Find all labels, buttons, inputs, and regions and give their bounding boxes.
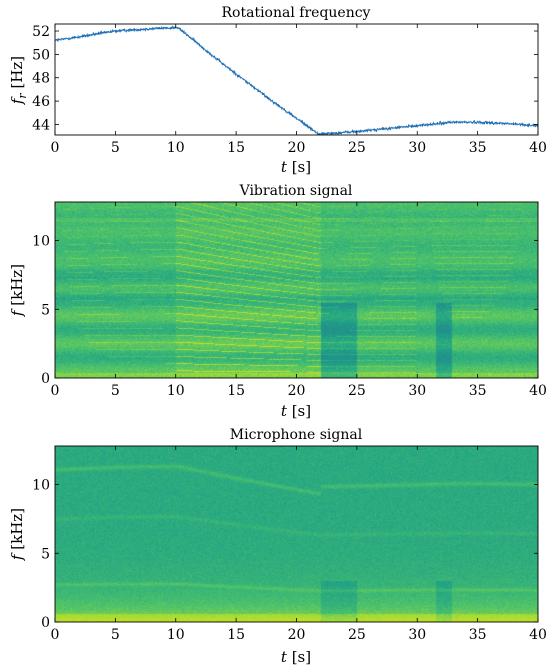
vibration-xtick-label: 5 xyxy=(111,383,120,399)
top-xtick-label: 15 xyxy=(227,140,245,156)
microphone-heatmap xyxy=(55,446,538,622)
top-xtick-label: 10 xyxy=(167,140,185,156)
vibration-ytick-label: 5 xyxy=(41,302,50,318)
microphone-xtick-label: 40 xyxy=(529,627,547,643)
microphone-xtick-label: 5 xyxy=(111,627,120,643)
vibration-xtick-label: 10 xyxy=(167,383,185,399)
rotational-frequency-series xyxy=(55,25,538,135)
top-ytick-label: 48 xyxy=(32,71,50,87)
x-axis-label-vibration: t [s] xyxy=(281,402,311,420)
x-axis-label-microphone: t [s] xyxy=(281,648,311,666)
chart-title-vibration: Vibration signal xyxy=(239,183,353,199)
y-axis-label-top: fr [Hz] xyxy=(8,56,29,105)
microphone-ytick-label: 0 xyxy=(41,615,50,631)
top-xtick-label: 30 xyxy=(408,140,426,156)
x-axis-label-top: t [s] xyxy=(281,158,311,176)
vibration-xtick-label: 15 xyxy=(227,383,245,399)
microphone-xtick-label: 25 xyxy=(348,627,366,643)
microphone-xtick-label: 15 xyxy=(227,627,245,643)
y-axis-label-microphone: f [kHz] xyxy=(8,508,26,561)
rotational-frequency-line xyxy=(55,25,538,135)
top-xtick-label: 20 xyxy=(288,140,306,156)
y-ticks-microphone: 0 5 10 xyxy=(32,478,538,631)
top-ytick-label: 52 xyxy=(32,24,50,40)
microphone-xtick-label: 0 xyxy=(51,627,60,643)
vibration-xtick-label: 25 xyxy=(348,383,366,399)
top-ytick-label: 50 xyxy=(32,47,50,63)
top-xtick-label: 0 xyxy=(51,140,60,156)
vibration-xtick-label: 30 xyxy=(408,383,426,399)
vibration-xtick-label: 35 xyxy=(469,383,487,399)
y-axis-label-vibration: f [kHz] xyxy=(8,264,26,317)
vibration-xtick-label: 40 xyxy=(529,383,547,399)
microphone-xtick-label: 35 xyxy=(469,627,487,643)
y-ticks-top: 44 46 48 50 52 xyxy=(32,24,538,133)
y-ticks-vibration: 0 5 10 xyxy=(32,234,538,387)
microphone-xtick-label: 30 xyxy=(408,627,426,643)
x-ticks-top: 0 5 10 15 20 25 30 35 40 xyxy=(51,24,547,156)
microphone-ytick-label: 5 xyxy=(41,546,50,562)
vibration-spectrogram: Vibration signal 0 5 10 15 20 25 30 35 40 0 5 10 t… xyxy=(8,183,547,420)
vibration-xtick-label: 0 xyxy=(51,383,60,399)
microphone-xtick-label: 10 xyxy=(167,627,185,643)
top-xtick-label: 35 xyxy=(469,140,487,156)
microphone-xtick-label: 20 xyxy=(288,627,306,643)
vibration-xtick-label: 20 xyxy=(288,383,306,399)
microphone-ytick-label: 10 xyxy=(32,478,50,494)
top-xtick-label: 25 xyxy=(348,140,366,156)
vibration-ytick-label: 10 xyxy=(32,234,50,250)
microphone-spectrogram: Microphone signal 0 5 10 15 20 25 30 35 40 0510 … xyxy=(8,427,547,666)
rotational-frequency-chart: Rotational frequency 0 5 10 15 20 25 30 35 40 44… xyxy=(8,5,547,176)
top-ytick-label: 44 xyxy=(32,117,50,133)
x-ticks-microphone: 0 5 10 15 20 25 30 35 40 xyxy=(51,446,547,643)
chart-title-rotational: Rotational frequency xyxy=(222,5,371,21)
vibration-ytick-label: 0 xyxy=(41,371,50,387)
vibration-heatmap xyxy=(55,202,538,378)
top-xtick-label: 5 xyxy=(111,140,120,156)
x-ticks-vibration: 0 5 10 15 20 25 30 35 40 xyxy=(51,202,547,399)
top-xtick-label: 40 xyxy=(529,140,547,156)
chart-title-microphone: Microphone signal xyxy=(230,427,363,443)
top-ytick-label: 46 xyxy=(32,94,50,110)
